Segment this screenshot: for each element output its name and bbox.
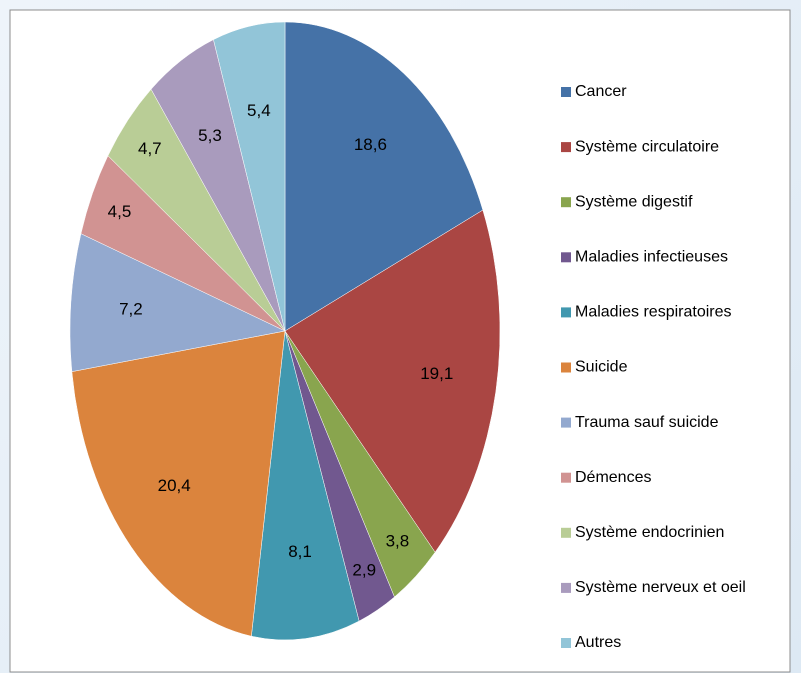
legend-text: Suicide (575, 359, 628, 376)
legend-swatch (561, 197, 571, 208)
legend-swatch (561, 362, 571, 373)
pie-slice (71, 330, 286, 637)
legend-text: Système nerveux et oeil (575, 579, 746, 596)
data-label: 2,9 (352, 561, 376, 580)
data-label: 5,4 (247, 101, 271, 120)
legend-text: Système digestif (575, 193, 693, 210)
pie-slice (69, 233, 286, 372)
data-label: 4,5 (108, 202, 132, 221)
pie-slice (284, 209, 501, 553)
data-label: 3,8 (386, 531, 410, 550)
legend-text: Maladies infectieuses (575, 249, 728, 266)
pie-slice (251, 330, 360, 641)
data-label: 4,7 (138, 139, 162, 158)
pie-slice (213, 21, 286, 332)
data-label: 5,3 (198, 126, 222, 145)
legend-text: Démences (575, 469, 651, 486)
pie-slice (284, 21, 484, 332)
legend-swatch (561, 417, 571, 428)
legend-swatch (561, 252, 571, 263)
data-label: 8,1 (288, 542, 312, 561)
legend-swatch (561, 142, 571, 153)
legend-text: Système circulatoire (575, 138, 719, 155)
data-label: 19,1 (420, 364, 453, 383)
legend-swatch (561, 527, 571, 538)
legend-swatch (561, 472, 571, 483)
data-label: 18,6 (354, 135, 387, 154)
legend-text: Cancer (575, 83, 627, 100)
legend-text: Maladies respiratoires (575, 304, 732, 321)
legend-text: Système endocrinien (575, 524, 724, 541)
legend-swatch (561, 638, 571, 648)
legend-text: Autres (575, 634, 621, 651)
data-label: 7,2 (119, 300, 143, 319)
legend-text: Trauma sauf suicide (575, 414, 719, 431)
legend-swatch (561, 307, 571, 318)
data-label: 20,4 (158, 476, 191, 495)
legend-swatch (561, 87, 571, 97)
legend-swatch (561, 582, 571, 593)
